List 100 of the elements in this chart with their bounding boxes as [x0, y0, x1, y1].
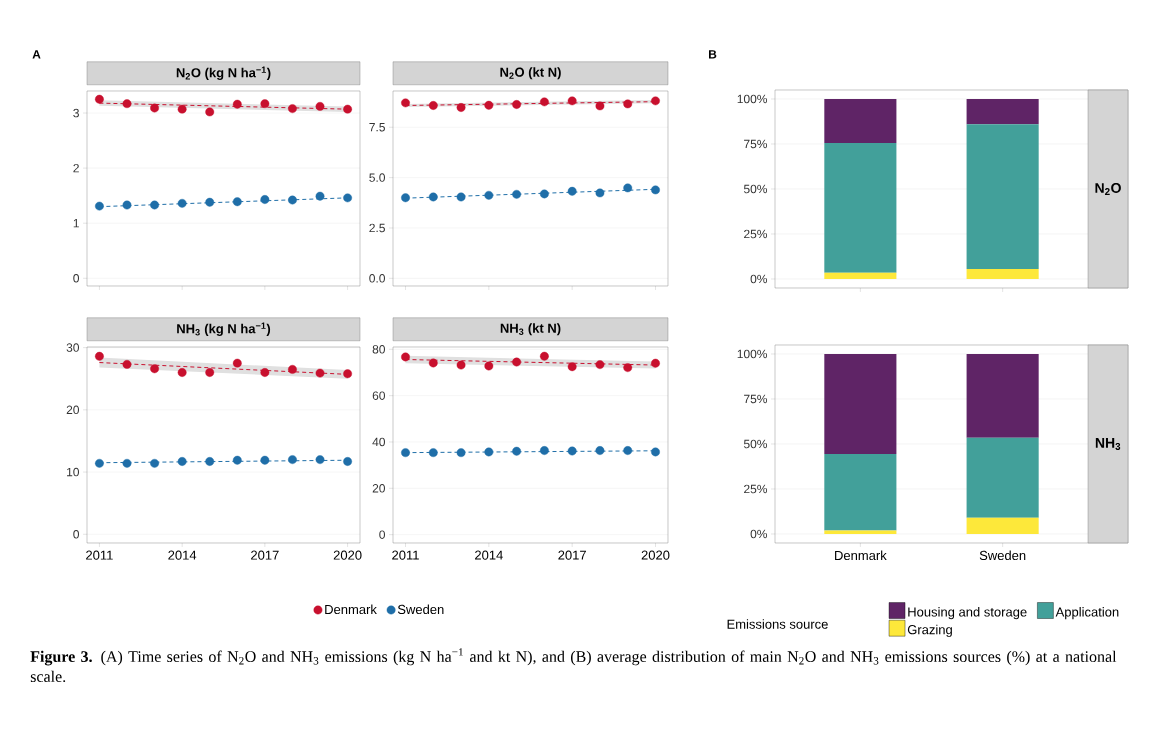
legend-title: Emissions source	[727, 619, 828, 629]
point	[512, 189, 522, 199]
y-tick-label: 0%	[750, 274, 768, 284]
y-tick-label: 20	[66, 405, 80, 415]
point	[122, 360, 132, 369]
y-tick-label: 30	[66, 343, 80, 352]
bar	[824, 143, 897, 273]
point	[288, 104, 297, 114]
point	[177, 457, 187, 466]
point	[428, 358, 438, 368]
point	[315, 368, 325, 378]
y-tick-label: 5.0	[369, 173, 386, 182]
point	[343, 104, 352, 114]
point	[122, 99, 132, 109]
chart-title: NH$_{3}$ (kt N)	[500, 323, 561, 336]
point	[232, 455, 242, 465]
point	[651, 358, 660, 368]
x-tick-label: 2017	[251, 550, 279, 560]
point	[315, 102, 325, 111]
point	[401, 448, 410, 458]
legend-label: Housing and storage	[908, 607, 1027, 620]
bar	[966, 124, 1039, 270]
y-tick-label: 7.5	[369, 123, 385, 132]
point	[343, 193, 352, 203]
point	[595, 360, 605, 369]
point	[623, 183, 633, 193]
point	[150, 103, 159, 113]
y-tick-label: 0.0	[369, 274, 386, 283]
point	[484, 361, 494, 371]
point	[539, 351, 549, 361]
point	[205, 197, 215, 207]
point	[401, 98, 410, 108]
point	[288, 195, 297, 205]
legend-label: Grazing	[907, 624, 952, 637]
y-tick-label: 25%	[744, 484, 768, 494]
x-tick-label: 2017	[558, 550, 586, 560]
x-tick-label: 2020	[333, 550, 362, 560]
y-tick-label: 75%	[744, 139, 768, 149]
point	[95, 94, 104, 104]
text: A	[32, 50, 41, 59]
y-tick-label: 10	[67, 467, 80, 477]
point	[456, 192, 466, 202]
point	[260, 455, 270, 465]
x-tick-label: 2020	[641, 550, 670, 560]
x-tick-label: 2014	[475, 550, 503, 560]
point	[315, 455, 325, 465]
x-tick-label: Denmark	[835, 550, 887, 561]
text: N$_{2}$O	[1095, 183, 1121, 195]
point	[539, 97, 549, 107]
point	[260, 99, 270, 109]
bar	[824, 353, 897, 454]
y-tick-label: 2.5	[369, 223, 385, 233]
y-tick-label: 100%	[737, 349, 768, 359]
bar	[966, 353, 1039, 438]
bar	[824, 453, 897, 531]
point	[484, 190, 494, 200]
y-tick-label: 60	[372, 391, 386, 400]
y-tick-label: 0	[73, 530, 80, 539]
point	[567, 96, 577, 106]
point	[401, 193, 410, 203]
y-tick-label: 20	[372, 484, 386, 493]
point	[205, 457, 215, 466]
point	[343, 369, 352, 379]
y-tick-label: 2	[73, 163, 79, 173]
point	[651, 96, 660, 106]
point	[651, 447, 660, 457]
point	[260, 368, 270, 377]
point	[150, 458, 159, 468]
point	[567, 362, 577, 372]
text: B	[709, 50, 717, 59]
bar	[966, 98, 1039, 125]
y-tick-label: 25%	[744, 229, 768, 239]
point	[623, 446, 633, 455]
point	[595, 446, 605, 455]
point	[343, 457, 352, 466]
y-tick-label: 0	[379, 530, 386, 539]
point	[95, 351, 104, 361]
point	[567, 446, 577, 456]
point	[567, 186, 577, 196]
y-tick-label: 100%	[737, 94, 768, 104]
y-tick-label: 80	[372, 345, 386, 354]
point	[205, 107, 215, 117]
chart-title: N$_{2}$O (kt N)	[500, 67, 561, 80]
x-tick-label: 2011	[86, 550, 113, 560]
point	[288, 364, 297, 374]
point	[595, 188, 605, 198]
point	[232, 99, 242, 109]
point	[539, 189, 549, 199]
point	[315, 191, 325, 201]
bar	[824, 272, 897, 279]
point	[428, 101, 438, 110]
point	[177, 368, 187, 377]
point	[456, 360, 466, 370]
y-tick-label: 1	[73, 219, 79, 228]
y-tick-label: 40	[372, 437, 386, 447]
text: NH$_{3}$	[1095, 438, 1121, 450]
bar	[966, 269, 1039, 279]
point	[177, 198, 187, 208]
point	[122, 200, 132, 210]
point	[651, 185, 660, 195]
